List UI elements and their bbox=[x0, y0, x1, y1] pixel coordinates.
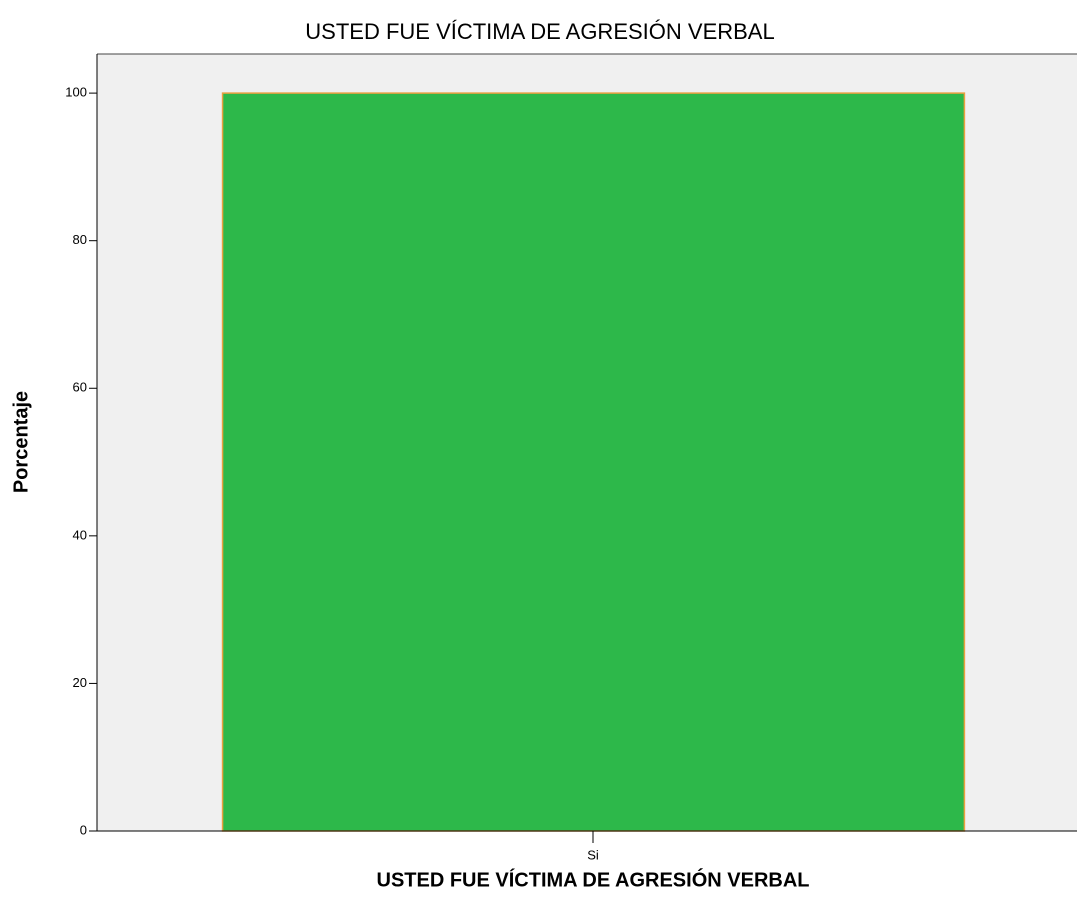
x-axis-title: USTED FUE VÍCTIMA DE AGRESIÓN VERBAL bbox=[377, 867, 810, 891]
y-tick-label: 0 bbox=[80, 822, 87, 837]
x-tick-label: Si bbox=[587, 847, 599, 862]
y-tick-label: 40 bbox=[73, 527, 87, 542]
y-tick-label: 100 bbox=[65, 85, 87, 100]
y-axis-title: Porcentaje bbox=[10, 391, 32, 493]
y-tick-label: 80 bbox=[73, 232, 87, 247]
y-tick-label: 60 bbox=[73, 380, 87, 395]
bar bbox=[221, 92, 966, 832]
chart-title: USTED FUE VÍCTIMA DE AGRESIÓN VERBAL bbox=[305, 19, 774, 44]
y-tick-label: 20 bbox=[73, 675, 87, 690]
